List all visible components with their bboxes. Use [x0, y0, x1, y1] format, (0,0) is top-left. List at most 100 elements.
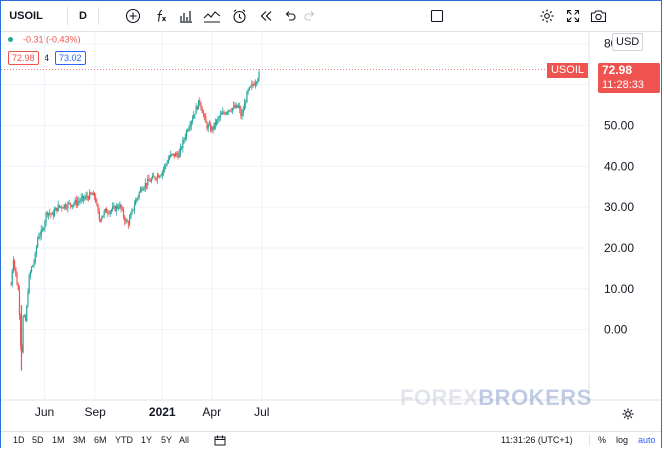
candle-body [96, 201, 98, 205]
candle-body [167, 159, 169, 164]
candle-body [236, 104, 238, 108]
candle-body [37, 238, 39, 248]
candle-body [243, 103, 246, 111]
time-tick-label: Sep [84, 405, 106, 419]
candle-body [174, 153, 177, 157]
buy-price-pill[interactable]: 73.02 [55, 51, 86, 65]
symbol-search-button[interactable]: USOIL [9, 10, 43, 22]
candle-body [24, 316, 27, 321]
square-layout-icon[interactable] [427, 6, 447, 26]
replay-icon[interactable] [256, 6, 276, 26]
candle-body [130, 213, 132, 219]
range-button-5d[interactable]: 5D [32, 435, 44, 445]
range-button-3m[interactable]: 3M [73, 435, 86, 445]
settings-gear-icon[interactable] [622, 408, 634, 420]
candle-body [60, 206, 62, 208]
candle-body [237, 106, 240, 108]
range-button-1y[interactable]: 1Y [141, 435, 153, 445]
candle-body [155, 178, 157, 180]
plus-circle-icon[interactable] [123, 6, 143, 26]
compare-icon[interactable] [202, 6, 222, 26]
candle-body [210, 124, 212, 131]
candle-body [177, 154, 179, 158]
candle-body [28, 275, 30, 294]
candle-body [127, 222, 129, 225]
currency-button[interactable]: USD [612, 33, 644, 51]
candle-body [254, 83, 257, 86]
interval-button[interactable]: D [79, 10, 87, 22]
candle-body [16, 274, 18, 285]
candle-body [46, 212, 48, 215]
price-tick-label: 20.00 [604, 241, 634, 255]
range-button-all[interactable]: All [179, 435, 190, 445]
candle-body [220, 114, 223, 115]
time-tick-label: Jul [254, 405, 269, 419]
last-price-tag: 72.98 [598, 63, 660, 78]
alert-clock-icon[interactable] [229, 6, 249, 26]
candle-body [55, 207, 57, 211]
forexbrokers-watermark: FOREXBROKERS [400, 385, 592, 410]
candle-body [179, 147, 181, 153]
candle-body [187, 130, 189, 132]
undo-icon[interactable] [281, 6, 299, 26]
candle-body [53, 210, 56, 216]
candle-body [132, 209, 134, 211]
sell-price-pill[interactable]: 72.98 [8, 51, 39, 65]
candle-body [150, 178, 152, 182]
candle-body [103, 211, 105, 216]
candle-body [202, 112, 204, 115]
candle-body [57, 204, 59, 211]
percent-toggle[interactable]: % [598, 435, 607, 445]
range-button-1d[interactable]: 1D [13, 435, 25, 445]
candle-body [120, 204, 122, 210]
candle-body [252, 84, 254, 85]
candle-body [143, 187, 145, 190]
candle-body [124, 216, 126, 222]
candle-body [93, 192, 96, 198]
clock-timezone[interactable]: 11:31:26 (UTC+1) [501, 435, 573, 445]
candle-body [165, 164, 167, 166]
candle-body [136, 198, 138, 201]
candle-body [105, 208, 108, 213]
candle-body [233, 105, 235, 109]
candle-body [131, 209, 133, 214]
calendar-icon[interactable] [214, 435, 226, 446]
candle-body [12, 260, 15, 271]
candle-body [126, 220, 128, 223]
range-button-6m[interactable]: 6M [94, 435, 107, 445]
candle-body [196, 106, 198, 110]
candle-body [11, 270, 13, 285]
gear-icon[interactable] [537, 6, 557, 26]
price-tick-label: 10.00 [604, 282, 634, 296]
top-toolbar: USOIL D [1, 1, 661, 32]
fullscreen-icon[interactable] [563, 6, 583, 26]
candle-body [201, 108, 203, 113]
range-button-5y[interactable]: 5Y [161, 435, 173, 445]
candle-body [104, 208, 106, 212]
range-button-1m[interactable]: 1M [52, 435, 65, 445]
log-toggle[interactable]: log [616, 435, 629, 445]
candle-body [34, 253, 36, 263]
auto-scale-toggle[interactable]: auto [638, 435, 656, 445]
redo-icon[interactable] [301, 6, 319, 26]
time-tick-label: Jun [35, 405, 54, 419]
candle-body [185, 130, 188, 138]
candle-body [242, 110, 244, 113]
candle-body [78, 201, 80, 202]
candle-body [90, 192, 92, 194]
candle-body [115, 205, 117, 211]
candle-body [107, 212, 109, 214]
candle-body [200, 103, 202, 109]
range-button-ytd[interactable]: YTD [115, 435, 133, 445]
bar-style-icon[interactable] [176, 6, 196, 26]
candle-body [14, 260, 16, 268]
candle-body [148, 179, 150, 181]
camera-icon[interactable] [588, 6, 608, 26]
candle-body [97, 204, 99, 213]
candle-body [191, 118, 194, 122]
fx-icon[interactable] [151, 6, 171, 26]
candle-body [102, 215, 104, 218]
bottom-divider [589, 434, 590, 446]
candle-body [141, 188, 143, 191]
